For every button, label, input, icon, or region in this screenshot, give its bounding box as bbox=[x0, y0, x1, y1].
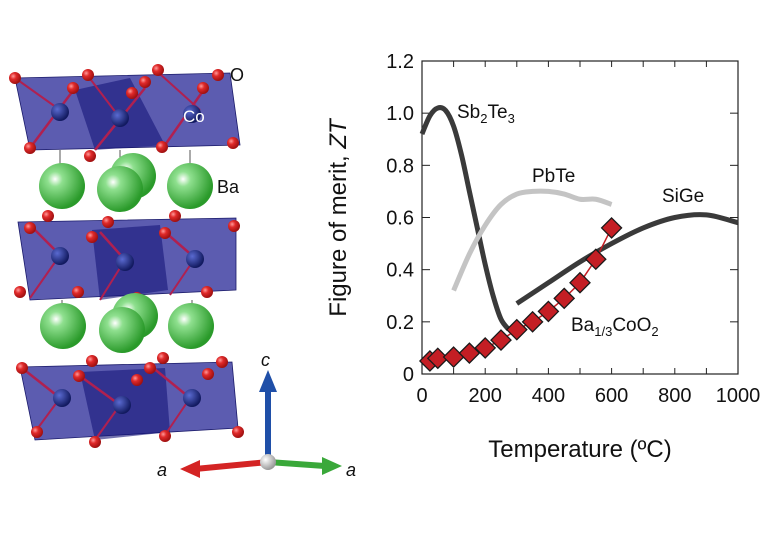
label-ba-cobaltate: Ba1/3CoO2 bbox=[571, 315, 659, 339]
axis-a-left-label: a bbox=[157, 460, 167, 480]
series-line-ba-cobaltate bbox=[429, 227, 613, 362]
label-oxygen: O bbox=[230, 65, 244, 85]
x-tick-label: 200 bbox=[469, 385, 502, 407]
coo2-layer-middle bbox=[14, 210, 240, 316]
series-line-sb2te3 bbox=[419, 105, 511, 332]
y-tick-label: 0.8 bbox=[386, 155, 414, 177]
series-line-pbte bbox=[451, 188, 613, 292]
axis-a-right-label: a bbox=[346, 460, 356, 480]
x-axis-title: Temperature (ºC) bbox=[488, 436, 671, 463]
x-tick-label: 600 bbox=[595, 385, 628, 407]
diamond-marker-icon bbox=[426, 347, 449, 370]
diamond-marker-icon bbox=[600, 217, 623, 239]
y-axis-title: Figure of merit, ZT bbox=[325, 117, 352, 317]
diamond-marker-icon bbox=[521, 310, 544, 333]
diamond-marker-icon bbox=[584, 248, 607, 271]
axis-a-left-arrow-icon bbox=[180, 460, 200, 478]
diamond-marker-icon bbox=[458, 342, 481, 365]
series-lines bbox=[419, 105, 739, 332]
diamond-marker-icon bbox=[474, 336, 497, 359]
axis-ticks bbox=[422, 61, 738, 374]
diamond-marker-icon bbox=[442, 346, 465, 368]
ba-layer-2 bbox=[40, 293, 214, 353]
x-tick-labels: 0 200 400 600 800 1000 bbox=[416, 385, 760, 407]
zt-chart: 0 0.2 0.4 0.6 0.8 1.0 1.2 0 200 400 600 800 1000 Sb… bbox=[325, 51, 760, 463]
label-cobalt: Co bbox=[183, 107, 205, 126]
axis-a-right-arrow-icon bbox=[322, 457, 342, 475]
x-tick-label: 400 bbox=[532, 385, 565, 407]
axis-c-arrow-icon bbox=[259, 370, 277, 392]
y-tick-label: 1.0 bbox=[386, 103, 414, 125]
ba-layer-1 bbox=[39, 153, 213, 212]
label-sige: SiGe bbox=[662, 186, 704, 207]
y-tick-label: 0.6 bbox=[386, 208, 414, 230]
series-line-sige bbox=[515, 212, 739, 306]
diamond-marker-icon bbox=[569, 271, 591, 294]
ba-cobaltate-markers bbox=[418, 217, 623, 372]
crystal-axes: c a a bbox=[157, 350, 356, 480]
diamond-marker-icon bbox=[490, 329, 512, 352]
diamond-marker-icon bbox=[553, 287, 576, 310]
x-tick-label: 800 bbox=[658, 385, 691, 407]
label-barium: Ba bbox=[217, 177, 240, 197]
y-tick-label: 0.4 bbox=[386, 260, 414, 282]
y-tick-label: 0 bbox=[403, 364, 414, 386]
diamond-marker-icon bbox=[537, 300, 560, 323]
y-tick-labels: 0 0.2 0.4 0.6 0.8 1.0 1.2 bbox=[386, 51, 414, 386]
axis-c-label: c bbox=[261, 350, 270, 370]
origin-sphere bbox=[260, 454, 276, 470]
coo2-layer-top bbox=[9, 64, 241, 172]
label-pbte: PbTe bbox=[532, 166, 575, 187]
crystal-structure: O Co Ba bbox=[9, 64, 244, 448]
y-tick-label: 1.2 bbox=[386, 51, 414, 73]
diamond-marker-icon bbox=[505, 318, 528, 341]
x-tick-label: 1000 bbox=[716, 385, 761, 407]
y-tick-label: 0.2 bbox=[386, 312, 414, 334]
label-sb2te3: Sb2Te3 bbox=[457, 102, 515, 126]
coo2-layer-bottom bbox=[16, 352, 244, 448]
x-tick-label: 0 bbox=[416, 385, 427, 407]
